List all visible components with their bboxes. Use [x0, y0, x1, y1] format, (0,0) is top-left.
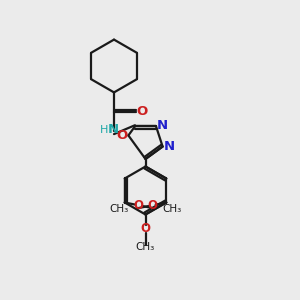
Text: O: O	[134, 199, 144, 212]
Text: O: O	[116, 129, 128, 142]
Text: H: H	[100, 125, 109, 135]
Text: O: O	[140, 222, 151, 236]
Text: O: O	[147, 199, 157, 212]
Text: N: N	[108, 123, 119, 136]
Text: CH₃: CH₃	[162, 204, 181, 214]
Text: N: N	[157, 119, 168, 132]
Text: CH₃: CH₃	[110, 204, 129, 214]
Text: CH₃: CH₃	[136, 242, 155, 253]
Text: O: O	[136, 105, 148, 119]
Text: N: N	[164, 140, 175, 153]
